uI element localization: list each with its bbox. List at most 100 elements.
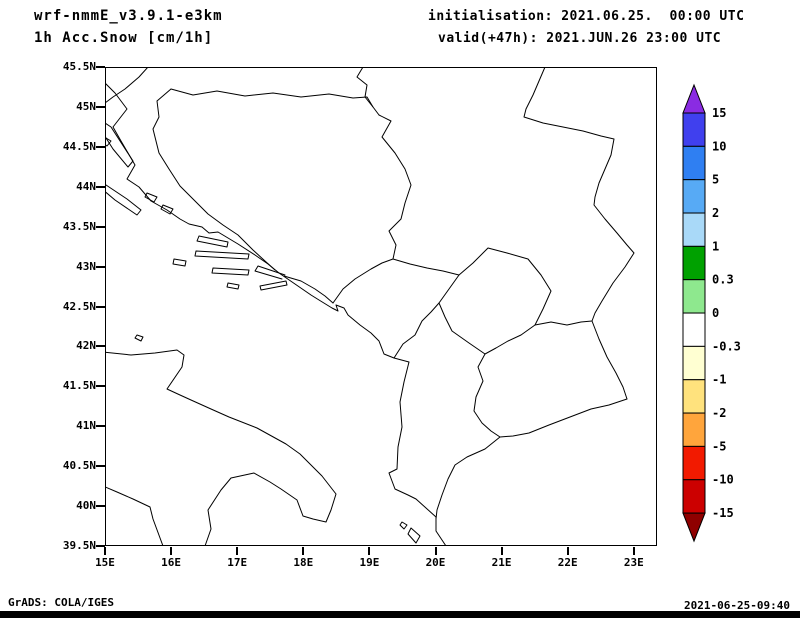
lat-tick-mark — [96, 66, 105, 68]
border-kosovo-macedonia — [484, 324, 536, 355]
lat-tick-label: 39.5N — [62, 539, 96, 552]
lon-tick-label: 23E — [623, 556, 644, 569]
border-serbia-macedonia — [534, 320, 593, 326]
colorbar-segment — [682, 112, 706, 147]
lat-tick-mark — [96, 425, 105, 428]
lat-tick-mark — [96, 345, 105, 348]
border-slovenia-croatia — [105, 67, 149, 104]
lon-tick-label: 21E — [491, 556, 512, 569]
colorbar-tick-label: 0 — [712, 306, 719, 320]
lon-tick-label: 22E — [557, 556, 578, 569]
lat-tick-label: 45.5N — [62, 60, 96, 73]
lon-tick-label: 16E — [161, 556, 182, 569]
colorbar-segment — [682, 145, 706, 181]
lon-tick-label: 20E — [425, 556, 446, 569]
lat-tick-label: 41N — [76, 419, 96, 433]
colorbar-top-arrow — [682, 83, 706, 114]
island-vis — [172, 258, 187, 267]
lon-tick-label: 18E — [293, 556, 314, 569]
colorbar-tick-label: 2 — [712, 206, 719, 220]
border-bosnia-serbia — [378, 114, 412, 260]
island-murter — [160, 204, 174, 215]
colorbar-tick-label: 5 — [712, 173, 719, 187]
lat-tick-label: 44.5N — [62, 139, 96, 153]
lat-tick-mark — [96, 105, 105, 108]
colorbar-segment — [682, 445, 706, 481]
colorbar-segment — [682, 179, 706, 214]
lon-tick-label: 19E — [359, 556, 380, 569]
colorbar-tick-label: -5 — [712, 439, 726, 453]
lat-tick-mark — [96, 225, 105, 228]
map-frame — [105, 67, 657, 546]
lat-tick-label: 41.5N — [62, 379, 96, 393]
island-rab — [105, 136, 112, 147]
country-borders — [105, 67, 635, 520]
island-othonoi — [399, 521, 408, 530]
lon-tick-label: 15E — [95, 556, 115, 569]
lat-tick-mark — [96, 505, 105, 508]
lat-tick-label: 42N — [76, 339, 96, 353]
border-macedonia-greece — [499, 398, 628, 438]
colorbar-tick-label: -0.3 — [712, 339, 741, 353]
lat-tick-label: 42.5N — [62, 299, 96, 313]
lon-tick-mark — [434, 547, 437, 555]
lon-tick-mark — [566, 547, 569, 555]
valid-time: valid(+47h): 2021.JUN.26 23:00 UTC — [438, 31, 722, 46]
creation-timestamp: 2021-06-25-09:40 — [684, 599, 790, 612]
border-croatia-serbia — [356, 67, 374, 108]
border-albania-greece — [435, 436, 501, 520]
border-montenegro-kosovo — [438, 274, 460, 304]
grads-credit: GrADS: COLA/IGES — [8, 596, 114, 609]
colorbar-tick-label: 1 — [712, 239, 719, 253]
lat-tick-label: 40N — [76, 499, 96, 513]
lat-tick-mark — [96, 185, 105, 188]
lat-tick-mark — [96, 465, 105, 468]
border-albania-macedonia — [473, 353, 501, 438]
border-bosnia-montenegro — [332, 258, 394, 304]
border-serbia-montenegro — [392, 258, 460, 276]
colorbar-tick-label: -1 — [712, 373, 726, 387]
colorbar-tick-label: -10 — [712, 473, 734, 487]
island-korcula — [211, 267, 250, 276]
lat-tick-label: 45N — [76, 99, 96, 113]
map-canvas — [105, 67, 635, 546]
lat-tick-mark — [96, 265, 105, 268]
colorbar: 15 10 5 2 1 0.3 0 -0.3 -1 -2 -5 -10 -15 — [682, 83, 741, 543]
coastline-italy-adriatic — [105, 349, 337, 546]
island-dugi-otok — [105, 183, 142, 216]
border-serbia-romania-bulgaria — [523, 67, 635, 322]
lon-tick-mark — [104, 547, 106, 555]
border-kosovo-serbia — [458, 247, 552, 326]
lon-tick-mark — [170, 547, 173, 555]
lon-tick-mark — [632, 547, 635, 555]
lat-tick-mark — [96, 145, 105, 148]
island-brac — [196, 235, 229, 248]
peninsula-peljesac — [254, 265, 286, 280]
border-croatia-bosnia-north — [170, 88, 380, 116]
lon-tick-mark — [500, 547, 503, 555]
lat-tick-mark — [96, 545, 105, 547]
lat-tick-label: 40.5N — [62, 459, 96, 473]
colorbar-tick-label: -2 — [712, 406, 726, 420]
lat-tick-label: 44N — [76, 179, 96, 193]
colorbar-segment — [682, 345, 706, 381]
colorbar-segment — [682, 212, 706, 247]
lon-tick-mark — [302, 547, 305, 555]
island-tremiti — [134, 334, 144, 342]
model-title: wrf-nmmE_v3.9.1-e3km — [34, 8, 223, 24]
lon-tick-label: 17E — [227, 556, 248, 569]
colorbar-tick-label: 10 — [712, 139, 726, 153]
lon-tick-mark — [236, 547, 239, 555]
coastline-east-adriatic — [105, 82, 447, 546]
island-pag — [105, 122, 134, 168]
colorbar-segment — [682, 279, 706, 314]
colorbar-segment — [682, 379, 706, 414]
lat-tick-label: 43N — [76, 259, 96, 273]
colorbar-tick-label: 0.3 — [712, 273, 734, 287]
colorbar-tick-label: 15 — [712, 106, 726, 120]
lon-tick-mark — [368, 547, 371, 555]
bottom-black-bar — [0, 611, 800, 618]
field-title: 1h Acc.Snow [cm/1h] — [34, 30, 214, 46]
island-hvar — [194, 250, 250, 260]
border-kosovo-albania — [438, 302, 486, 355]
